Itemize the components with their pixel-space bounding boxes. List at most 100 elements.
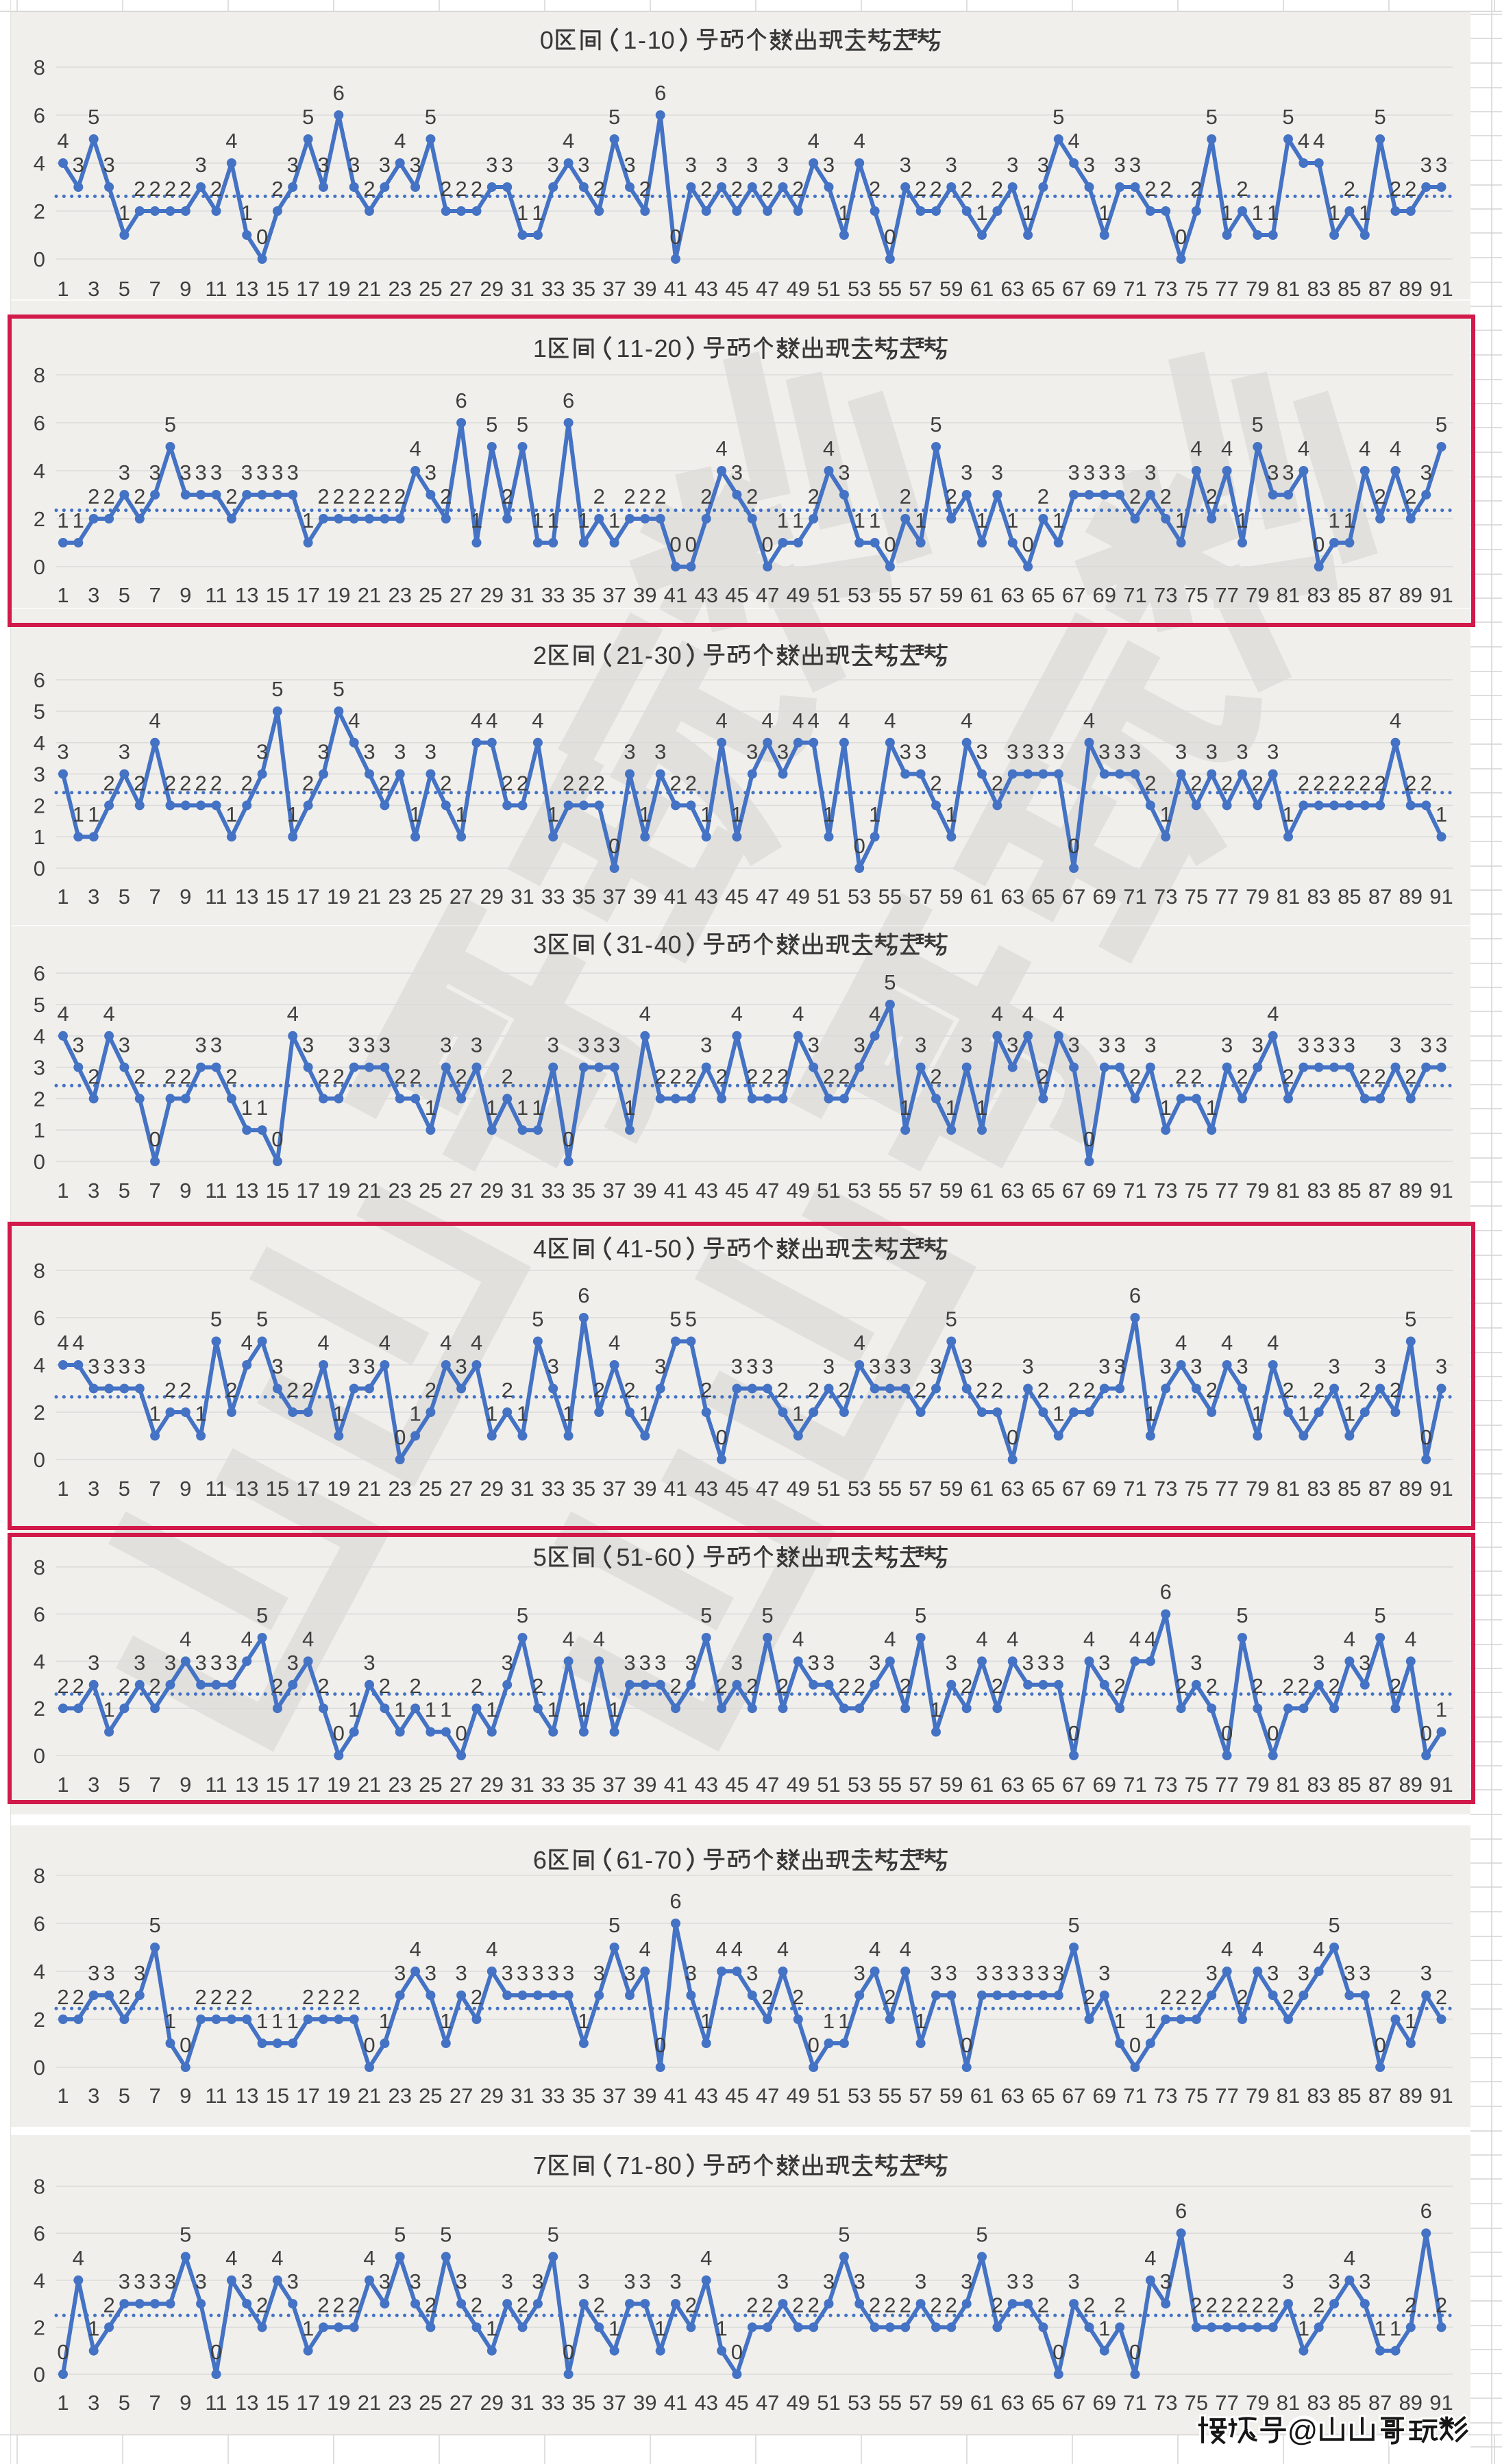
svg-text:1: 1	[630, 1543, 643, 1571]
svg-text:2: 2	[317, 1064, 329, 1088]
svg-text:3: 3	[1206, 1961, 1218, 1985]
svg-text:3: 3	[1420, 1961, 1432, 1985]
svg-text:25: 25	[419, 1773, 442, 1797]
svg-text:5: 5	[210, 1307, 222, 1331]
svg-text:45: 45	[725, 885, 748, 909]
svg-text:2: 2	[333, 1064, 345, 1088]
svg-text:41: 41	[664, 277, 687, 301]
svg-text:3: 3	[317, 153, 329, 177]
svg-text:43: 43	[694, 2084, 717, 2108]
svg-text:85: 85	[1338, 885, 1361, 909]
svg-text:5: 5	[608, 1913, 620, 1937]
svg-text:4: 4	[823, 436, 835, 460]
svg-text:51: 51	[817, 2084, 840, 2108]
svg-text:2: 2	[1344, 771, 1355, 795]
svg-text:5: 5	[1405, 1307, 1416, 1331]
svg-text:15: 15	[266, 1773, 289, 1797]
svg-text:35: 35	[572, 583, 595, 607]
svg-text:0: 0	[685, 532, 697, 556]
svg-text:3: 3	[88, 2084, 99, 2108]
svg-text:1: 1	[1175, 508, 1187, 532]
svg-text:6: 6	[1160, 1580, 1172, 1604]
svg-text:1: 1	[608, 508, 620, 532]
svg-text:47: 47	[756, 1179, 779, 1203]
svg-text:89: 89	[1399, 2391, 1423, 2415]
svg-text:19: 19	[327, 583, 350, 607]
svg-text:25: 25	[419, 1179, 442, 1203]
svg-text:6: 6	[34, 1912, 45, 1936]
svg-text:2: 2	[1175, 1674, 1187, 1698]
svg-text:2: 2	[1190, 177, 1202, 201]
svg-text:3: 3	[363, 1033, 375, 1057]
svg-text:41: 41	[664, 2391, 687, 2415]
svg-text:3: 3	[425, 460, 436, 484]
svg-text:59: 59	[939, 1773, 963, 1797]
svg-text:75: 75	[1185, 2391, 1208, 2415]
svg-text:67: 67	[1062, 1477, 1085, 1501]
svg-text:2: 2	[180, 771, 191, 795]
svg-text:2: 2	[134, 484, 145, 508]
svg-text:13: 13	[235, 1179, 258, 1203]
svg-text:6: 6	[455, 389, 467, 412]
svg-text:5: 5	[271, 677, 283, 701]
svg-text:3: 3	[1037, 740, 1049, 764]
svg-text:1: 1	[1221, 201, 1233, 225]
svg-text:4: 4	[486, 1937, 497, 1961]
svg-text:1: 1	[630, 931, 643, 959]
svg-text:89: 89	[1399, 1179, 1423, 1203]
svg-text:5: 5	[517, 412, 528, 436]
svg-text:77: 77	[1215, 2084, 1238, 2108]
svg-text:2: 2	[134, 1064, 145, 1088]
svg-text:49: 49	[787, 2084, 810, 2108]
svg-text:0: 0	[668, 1846, 682, 1874]
svg-text:3: 3	[409, 2269, 421, 2293]
svg-text:0: 0	[540, 26, 554, 54]
svg-text:81: 81	[1277, 1477, 1300, 1501]
svg-text:43: 43	[694, 1477, 717, 1501]
svg-text:83: 83	[1307, 2084, 1330, 2108]
svg-text:1: 1	[777, 508, 789, 532]
svg-text:21: 21	[358, 277, 381, 301]
svg-text:3: 3	[715, 153, 727, 177]
svg-text:2: 2	[900, 1674, 911, 1698]
svg-text:3: 3	[946, 1961, 957, 1985]
svg-text:1: 1	[195, 1402, 206, 1426]
svg-text:0: 0	[210, 2340, 222, 2364]
svg-text:0: 0	[669, 225, 681, 249]
svg-text:73: 73	[1154, 1179, 1177, 1203]
svg-text:1: 1	[1390, 2317, 1401, 2341]
svg-text:85: 85	[1338, 1179, 1361, 1203]
svg-text:3: 3	[210, 1651, 222, 1675]
svg-text:71: 71	[1123, 1477, 1146, 1501]
svg-text:4: 4	[1221, 436, 1233, 460]
svg-text:2: 2	[1221, 771, 1233, 795]
svg-text:75: 75	[1185, 277, 1208, 301]
svg-text:15: 15	[266, 2391, 289, 2415]
svg-text:1: 1	[715, 2317, 727, 2341]
svg-text:5: 5	[685, 1307, 697, 1331]
svg-text:0: 0	[34, 247, 45, 271]
svg-text:47: 47	[756, 2084, 779, 2108]
svg-text:3: 3	[134, 1651, 145, 1675]
svg-text:1: 1	[287, 2009, 299, 2033]
svg-text:31: 31	[510, 277, 534, 301]
svg-text:1: 1	[256, 2009, 268, 2033]
svg-text:4: 4	[486, 709, 497, 732]
svg-text:5: 5	[425, 105, 436, 129]
svg-text:4: 4	[961, 709, 972, 732]
svg-text:27: 27	[450, 1179, 473, 1203]
svg-text:0: 0	[1175, 225, 1187, 249]
svg-text:91: 91	[1429, 885, 1453, 909]
svg-text:1: 1	[57, 2084, 69, 2108]
svg-text:3: 3	[1022, 1651, 1033, 1675]
svg-text:3: 3	[73, 1033, 84, 1057]
svg-text:1: 1	[1114, 2009, 1126, 2033]
svg-text:1: 1	[1052, 1402, 1064, 1426]
svg-text:3: 3	[455, 2269, 467, 2293]
svg-text:3: 3	[1313, 1033, 1325, 1057]
svg-text:3: 3	[134, 2269, 145, 2293]
svg-text:3: 3	[379, 2269, 391, 2293]
svg-text:3: 3	[1436, 153, 1447, 177]
svg-text:2: 2	[180, 177, 191, 201]
svg-text:3: 3	[149, 2269, 160, 2293]
